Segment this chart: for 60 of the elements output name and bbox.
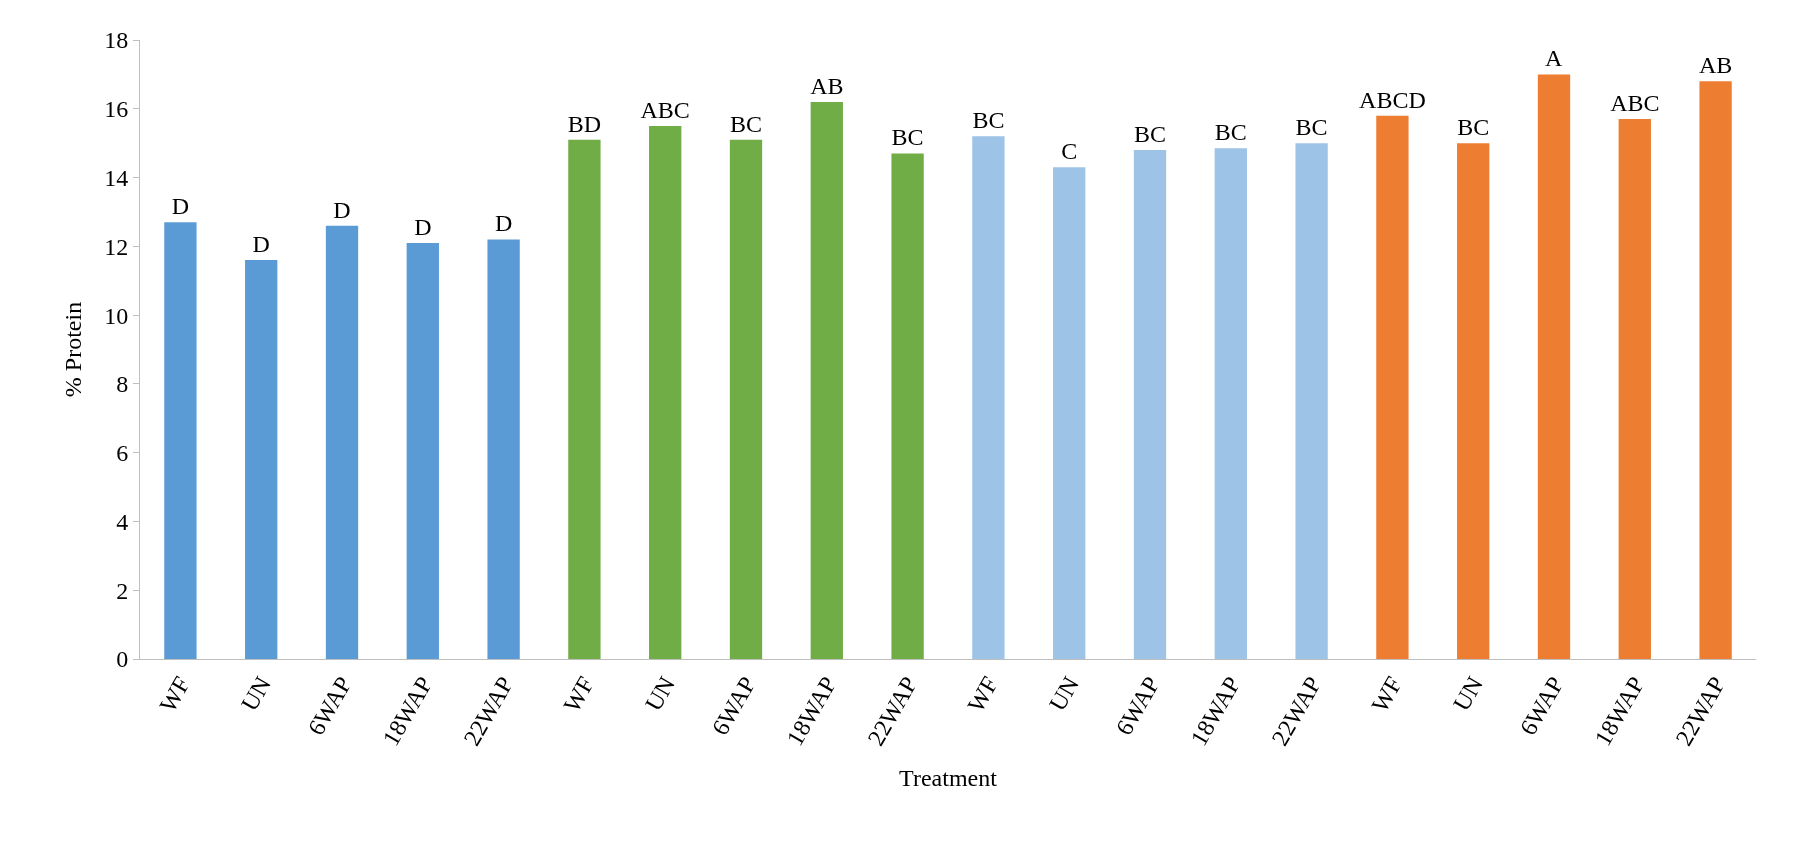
- y-axis-title: % Protein: [60, 301, 87, 398]
- bar: [487, 239, 520, 659]
- x-tick-label: UN: [1448, 672, 1488, 716]
- bar: [1214, 148, 1247, 659]
- bar: [1699, 81, 1732, 659]
- x-tick-label: UN: [1044, 672, 1084, 716]
- bar: [406, 242, 439, 659]
- bar: [649, 125, 682, 659]
- data-label: AB: [810, 72, 844, 99]
- y-tick-label: 16: [104, 96, 129, 123]
- data-label: BC: [1295, 114, 1328, 141]
- y-tick-label: 6: [116, 440, 129, 467]
- data-label: BC: [1133, 121, 1167, 148]
- bar: [568, 139, 601, 659]
- y-tick-label: 14: [104, 164, 129, 191]
- data-label: BC: [1214, 119, 1247, 146]
- bar: [1053, 167, 1086, 659]
- x-axis-title: Treatment: [899, 765, 998, 792]
- bar: [1537, 74, 1571, 659]
- y-tick-label: 4: [116, 508, 129, 535]
- data-label: D: [494, 210, 513, 237]
- bar: [1133, 150, 1167, 659]
- x-tick-label: WF: [154, 672, 196, 717]
- y-tick-label: 8: [116, 371, 129, 398]
- bar: [1457, 143, 1490, 659]
- data-label: D: [414, 213, 432, 240]
- y-tick-label: 10: [104, 302, 129, 329]
- data-label: ABCD: [1359, 86, 1426, 113]
- y-tick-label: 12: [104, 233, 129, 260]
- bar: [1295, 143, 1328, 659]
- x-tick-label: WF: [962, 672, 1004, 717]
- bar: [891, 153, 924, 659]
- data-label: D: [252, 231, 270, 258]
- data-label: BC: [729, 110, 763, 137]
- data-label: BC: [1457, 114, 1490, 141]
- data-label: D: [333, 196, 351, 223]
- data-label: ABC: [640, 96, 690, 123]
- bar: [1376, 115, 1409, 659]
- y-tick-label: 18: [104, 27, 129, 54]
- data-label: A: [1545, 45, 1563, 72]
- y-tick-label: 2: [116, 577, 129, 604]
- data-label: AB: [1698, 52, 1733, 79]
- data-label: BC: [891, 124, 924, 151]
- data-label: ABC: [1610, 90, 1660, 117]
- x-tick-label: UN: [236, 672, 276, 716]
- bar: [972, 136, 1005, 659]
- x-tick-label: WF: [558, 672, 600, 717]
- y-tick-label: 0: [116, 646, 129, 673]
- bar: [325, 225, 359, 659]
- data-label: C: [1061, 138, 1078, 165]
- bar: [245, 260, 278, 659]
- data-label: D: [171, 193, 190, 220]
- data-label: BC: [972, 107, 1005, 134]
- data-label: BD: [567, 110, 602, 137]
- bar: [810, 101, 843, 659]
- bar: [164, 222, 197, 659]
- bar: [1618, 119, 1651, 659]
- x-tick-label: WF: [1366, 672, 1408, 717]
- bar: [729, 139, 763, 659]
- x-tick-label: UN: [640, 672, 680, 716]
